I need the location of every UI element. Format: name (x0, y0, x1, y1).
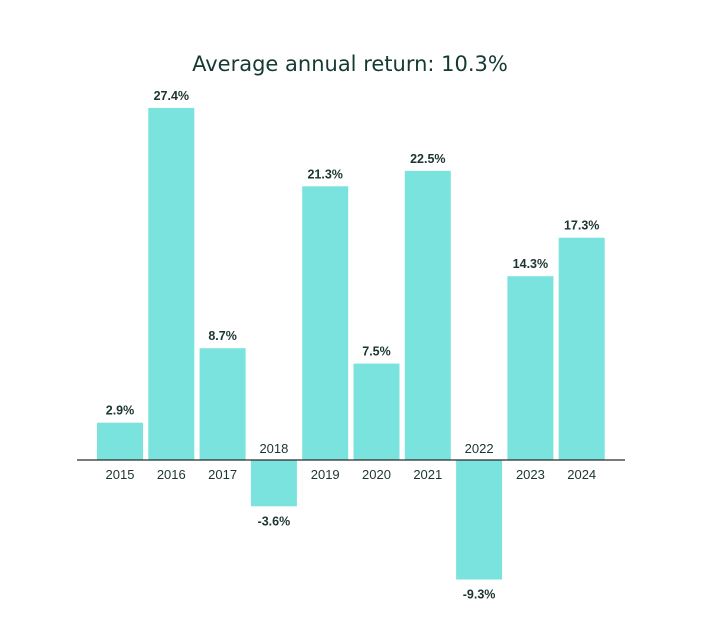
value-label-2022: -9.3% (463, 588, 496, 602)
bars-group (97, 107, 605, 580)
value-label-2015: 2.9% (106, 404, 135, 418)
value-label-2016: 27.4% (154, 89, 189, 103)
x-tick-label-2023: 2023 (516, 467, 545, 482)
x-tick-label-2018: 2018 (259, 441, 288, 456)
value-label-2017: 8.7% (208, 329, 237, 343)
value-label-2024: 17.3% (564, 219, 599, 233)
x-tick-label-2024: 2024 (567, 467, 596, 482)
bar-2017 (199, 348, 246, 460)
value-label-2023: 14.3% (513, 257, 548, 271)
x-tick-label-2020: 2020 (362, 467, 391, 482)
value-label-2021: 22.5% (410, 152, 445, 166)
bar-2020 (353, 363, 400, 460)
bar-2024 (558, 237, 605, 460)
labels-group: 2.9% 2015 27.4% 2016 8.7% 2017 -3.6% 2018 21.3% 2… (106, 89, 600, 602)
bar-2021 (404, 170, 451, 460)
x-tick-label-2016: 2016 (157, 467, 186, 482)
x-tick-label-2019: 2019 (311, 467, 340, 482)
bar-2015 (97, 422, 143, 460)
value-label-2020: 7.5% (362, 345, 391, 359)
x-tick-label-2022: 2022 (465, 441, 494, 456)
x-tick-label-2021: 2021 (413, 467, 442, 482)
x-tick-label-2017: 2017 (208, 467, 237, 482)
bar-2018 (250, 460, 297, 507)
chart-title: Average annual return: 10.3% (192, 52, 508, 76)
bar-2019 (302, 186, 349, 461)
value-label-2018: -3.6% (258, 514, 291, 528)
bar-2023 (507, 276, 554, 460)
x-tick-label-2015: 2015 (106, 467, 135, 482)
bar-2022 (456, 460, 503, 580)
bar-2016 (148, 107, 195, 461)
value-label-2019: 21.3% (307, 167, 342, 181)
